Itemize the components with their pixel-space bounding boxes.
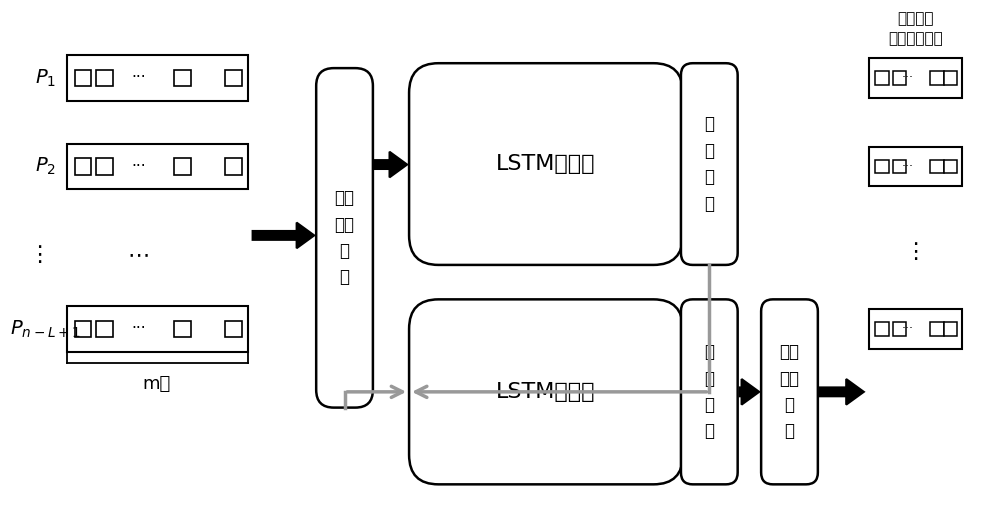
- Bar: [96, 320, 113, 337]
- Text: 输出
全连
接
层: 输出 全连 接 层: [779, 343, 799, 440]
- Bar: [930, 71, 944, 85]
- FancyBboxPatch shape: [869, 309, 962, 348]
- Polygon shape: [740, 379, 759, 405]
- FancyBboxPatch shape: [761, 300, 818, 484]
- Bar: [875, 160, 889, 173]
- Bar: [930, 322, 944, 336]
- Text: ···: ···: [131, 321, 146, 336]
- Text: $P_2$: $P_2$: [35, 156, 56, 177]
- FancyBboxPatch shape: [316, 68, 373, 408]
- Text: ···: ···: [131, 159, 146, 174]
- Bar: [944, 71, 957, 85]
- Text: ···: ···: [131, 71, 146, 85]
- Bar: [944, 160, 957, 173]
- Text: LSTM编码器: LSTM编码器: [496, 154, 596, 174]
- Polygon shape: [253, 223, 314, 248]
- Bar: [174, 158, 191, 175]
- FancyBboxPatch shape: [409, 300, 683, 484]
- FancyBboxPatch shape: [869, 58, 962, 98]
- FancyBboxPatch shape: [67, 144, 248, 189]
- Text: 隐
藏
状
态: 隐 藏 状 态: [704, 343, 714, 440]
- FancyBboxPatch shape: [67, 55, 248, 100]
- Text: $P_1$: $P_1$: [35, 67, 56, 88]
- Bar: [893, 71, 906, 85]
- Bar: [174, 320, 191, 337]
- Bar: [225, 70, 242, 86]
- Bar: [944, 322, 957, 336]
- Bar: [75, 70, 91, 86]
- Text: ⋮: ⋮: [28, 245, 51, 265]
- Bar: [75, 158, 91, 175]
- Text: ⋯: ⋯: [127, 245, 149, 265]
- Text: $P_{n-L+1}$: $P_{n-L+1}$: [10, 318, 81, 340]
- Bar: [893, 160, 906, 173]
- Bar: [930, 160, 944, 173]
- Bar: [225, 320, 242, 337]
- Text: ⋮: ⋮: [905, 242, 927, 262]
- Bar: [96, 70, 113, 86]
- FancyBboxPatch shape: [681, 63, 738, 265]
- Bar: [875, 71, 889, 85]
- Text: m维: m维: [143, 375, 171, 393]
- Bar: [174, 70, 191, 86]
- Bar: [893, 322, 906, 336]
- FancyBboxPatch shape: [409, 63, 683, 265]
- Text: 解码输出
序列输出数据: 解码输出 序列输出数据: [888, 11, 943, 46]
- Text: 输入
全连
接
层: 输入 全连 接 层: [335, 189, 355, 287]
- Polygon shape: [820, 379, 864, 405]
- Text: ···: ···: [902, 322, 914, 335]
- Text: LSTM解码器: LSTM解码器: [496, 382, 596, 402]
- Bar: [225, 158, 242, 175]
- Bar: [75, 320, 91, 337]
- Text: ···: ···: [902, 160, 914, 173]
- Text: 隐
藏
状
态: 隐 藏 状 态: [704, 115, 714, 213]
- Polygon shape: [375, 152, 407, 177]
- FancyBboxPatch shape: [869, 147, 962, 186]
- FancyBboxPatch shape: [681, 300, 738, 484]
- FancyBboxPatch shape: [67, 306, 248, 352]
- Bar: [875, 322, 889, 336]
- Bar: [96, 158, 113, 175]
- Text: ···: ···: [902, 71, 914, 84]
